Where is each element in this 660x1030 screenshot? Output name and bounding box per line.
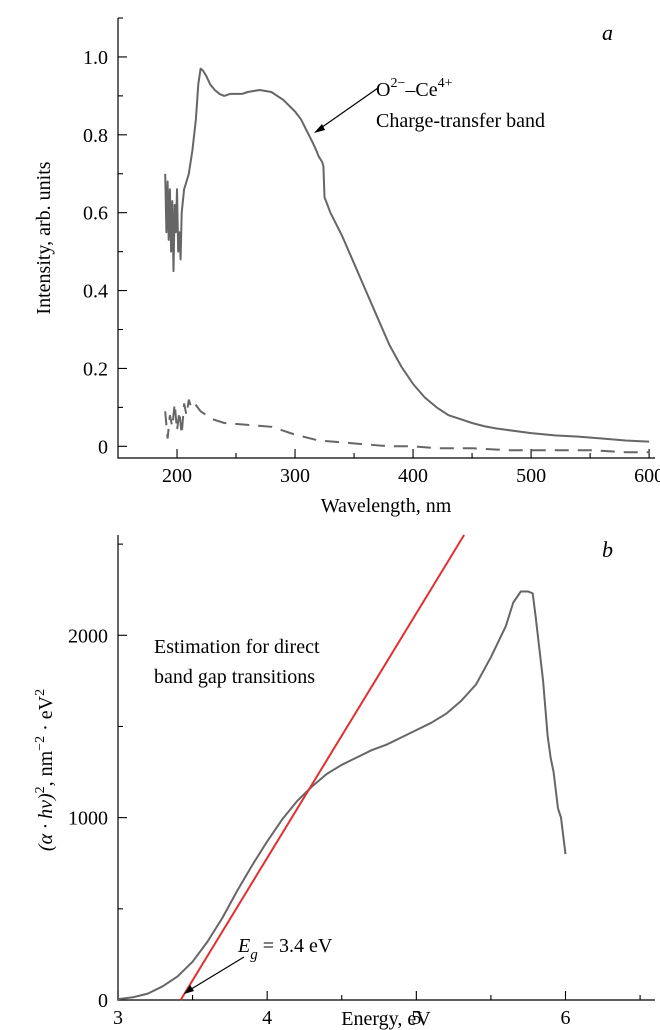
panel-b-xtick-label: 3: [113, 1007, 123, 1029]
panel-a-ytick-label: 0.8: [83, 125, 108, 147]
panel-b-xtick-label: 6: [561, 1007, 571, 1029]
panel-a-axes: [117, 18, 655, 459]
panel-b-xtick-label: 4: [262, 1007, 272, 1029]
panel-b-ytick-label: 0: [98, 990, 108, 1012]
panel-a-xlabel: Wavelength, nm: [321, 495, 452, 517]
panel-a-series: [164, 67, 650, 454]
panel-b-annotation-arrow: [187, 956, 245, 992]
panel-a-letter: a: [602, 20, 613, 45]
panel-a-annotation-band: Charge-transfer band: [376, 110, 545, 132]
panel-a-ylabel: Intensity, arb. units: [33, 161, 55, 314]
panel-b-series-fit-line: [179, 534, 465, 1001]
panel-b-axes: [117, 535, 655, 1001]
panel-a-ytick-label: 1.0: [83, 47, 108, 69]
panel-a-xtick-label: 500: [516, 465, 546, 487]
panel-b-ylabel: (α · hν)2, nm−2 · eV2: [33, 689, 57, 851]
panel-a-ytick-label: 0.2: [83, 358, 108, 380]
panel-b-series: [117, 534, 567, 1001]
panel-b-xlabel: Energy, eV: [341, 1008, 431, 1030]
panel-a-annotation-ion: O2−–Ce4+: [376, 76, 453, 101]
panel-a-ytick-label: 0.6: [83, 203, 108, 225]
panel-a-xtick-label: 300: [280, 465, 310, 487]
panel-b-annotation-eg: Eg = 3.4 eV: [237, 935, 333, 963]
panel-b-arrow-head: [184, 985, 194, 994]
panel-b-letter: b: [602, 537, 613, 562]
panel-a-series-dashed-line: [164, 399, 650, 454]
panel-b-ticks: 3 4 5 6 0 1000 2000: [68, 543, 641, 1029]
panel-b-ytick-label: 2000: [68, 625, 108, 647]
panel-a-xtick-label: 200: [162, 465, 192, 487]
panel-a-chart: 200 300 400 500 600 0 0.2 0.4 0.6 0.8 1.0 a Wavele…: [33, 17, 660, 517]
panel-a-annotation-arrow: [317, 87, 379, 131]
panel-b-annotation-line1: Estimation for direct: [154, 636, 320, 658]
panel-a-arrow-head: [314, 124, 325, 133]
panel-a-ytick-label: 0: [98, 436, 108, 458]
panel-a-ticks: 200 300 400 500 600 0 0.2 0.4 0.6 0.8 1.0: [83, 17, 660, 487]
panel-b-chart: 3 4 5 6 0 1000 2000 b Energy, eV (α · hν)2, nm…: [33, 534, 655, 1030]
panel-b-ytick-label: 1000: [68, 808, 108, 830]
panel-a-ytick-label: 0.4: [83, 281, 108, 303]
panel-a-series-solid-line: [164, 67, 650, 443]
panel-b-annotation-line2: band gap transitions: [154, 666, 315, 688]
panel-a-xtick-label: 400: [398, 465, 428, 487]
panel-a-xtick-label: 600: [634, 465, 660, 487]
panel-b-xtick-label: 5: [411, 1007, 421, 1029]
panel-b-series-solid-line: [117, 590, 567, 1001]
